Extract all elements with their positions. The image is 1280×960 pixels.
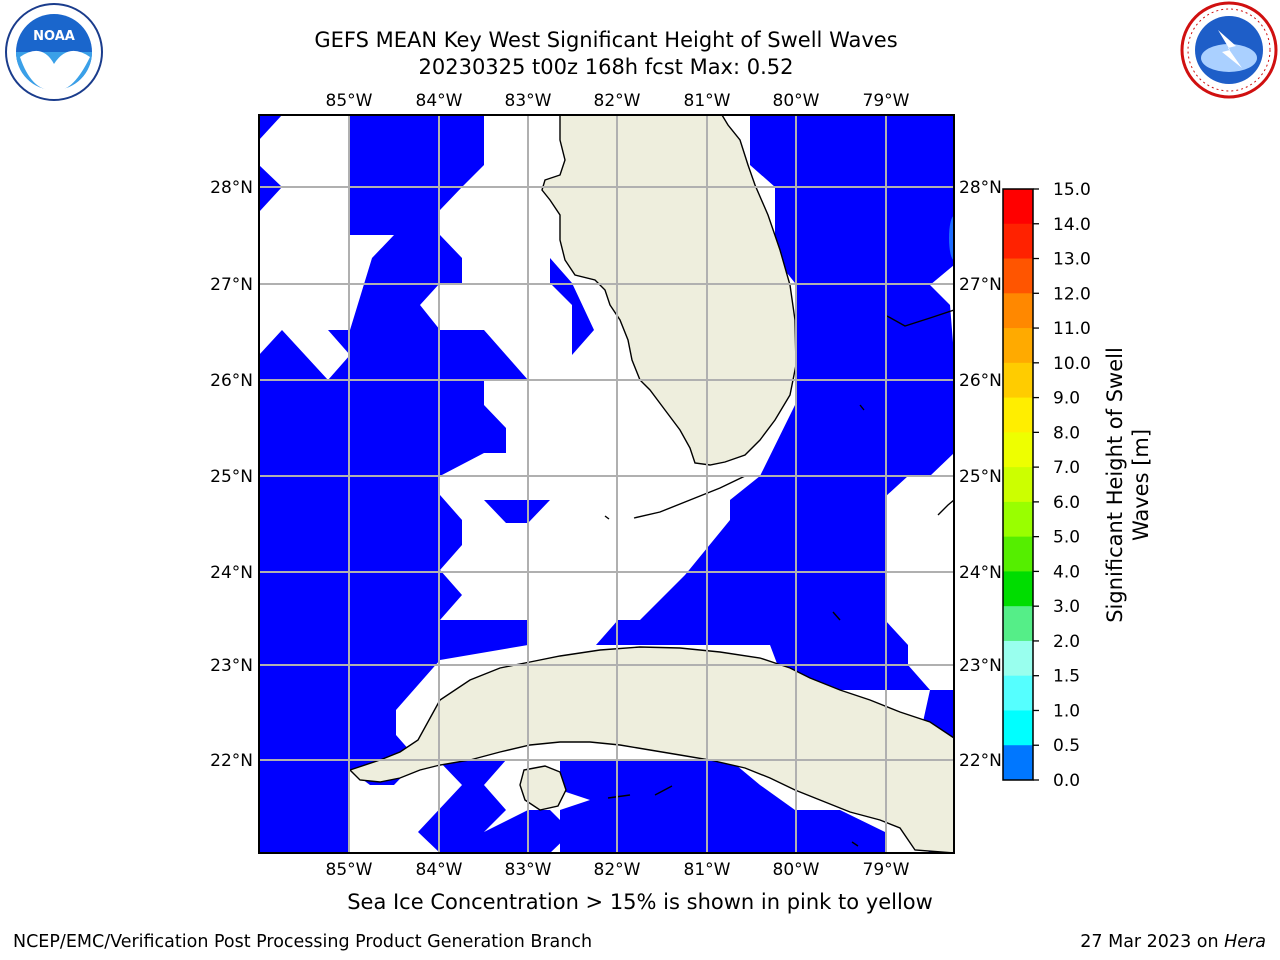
lat-label-left: 23°N [210,656,253,676]
colorbar-tick-label: 1.5 [1053,667,1080,687]
lat-label-right: 24°N [959,563,1002,583]
colorbar-segment [1003,362,1033,399]
lat-label-left: 24°N [210,563,253,583]
lon-label-bottom: 80°W [773,860,820,880]
date-stamp: 27 Mar 2023 on Hera [1080,932,1266,952]
lon-label-top: 79°W [863,91,910,111]
lon-label-top: 81°W [684,91,731,111]
colorbar-frame [1002,188,1034,781]
land-florida [541,115,797,466]
credit-text: NCEP/EMC/Verification Post Processing Pr… [13,932,593,952]
lon-label-bottom: 84°W [416,860,463,880]
colorbar-tick-label: 1.0 [1053,701,1080,721]
colorbar-segment [1003,397,1033,433]
lat-label-right: 25°N [959,467,1002,487]
colorbar-tick-label: 0.0 [1053,771,1080,791]
colorbar-tick-label: 4.0 [1053,562,1080,582]
map-grid [259,115,954,853]
keys [604,309,954,847]
colorbar-tick-label: 5.0 [1053,528,1080,548]
colorbar-segment [1003,675,1033,711]
land-cuba [348,646,954,853]
colorbar-segment [1003,710,1033,746]
lat-label-right: 22°N [959,751,1002,771]
lat-labels-right: 28°N 27°N 26°N 25°N 24°N 23°N 22°N [959,178,1002,771]
sea-ice-note: Sea Ice Concentration > 15% is shown in … [347,890,933,914]
lat-label-left: 26°N [210,371,253,391]
colorbar-segment [1003,606,1033,642]
colorbar-tick-label: 14.0 [1053,215,1091,235]
noaa-logo: NOAA [5,3,103,101]
colorbar-tick-label: 3.0 [1053,597,1080,617]
colorbar-label: Significant Height of Swell Waves [m] [1103,347,1153,623]
lon-labels-bottom: 85°W 84°W 83°W 82°W 81°W 80°W 79°W [326,860,910,880]
lat-label-left: 22°N [210,751,253,771]
colorbar-tick-label: 13.0 [1053,250,1091,270]
colorbar-segment [1003,467,1033,503]
lat-label-right: 27°N [959,275,1002,295]
colorbar-tick-label: 12.0 [1053,284,1091,304]
lon-label-top: 82°W [594,91,641,111]
lat-label-left: 27°N [210,275,253,295]
lat-labels-left: 28°N 27°N 26°N 25°N 24°N 23°N 22°N [210,178,253,771]
lon-label-top: 84°W [416,91,463,111]
lon-label-top: 83°W [505,91,552,111]
map-subtitle: 20230325 t00z 168h fcst Max: 0.52 [418,55,794,79]
colorbar-tick-label: 7.0 [1053,458,1080,478]
lat-label-left: 28°N [210,178,253,198]
colorbar-segment [1003,189,1033,225]
colorbar-tick-label: 9.0 [1053,389,1080,409]
date-text: 27 Mar 2023 on [1080,932,1225,952]
host-text: Hera [1224,932,1266,952]
colorbar-segment [1003,258,1033,294]
lat-label-right: 23°N [959,656,1002,676]
lat-label-right: 26°N [959,371,1002,391]
lon-label-bottom: 83°W [505,860,552,880]
nws-logo [1180,1,1278,99]
lon-label-top: 80°W [773,91,820,111]
colorbar-tick-label: 8.0 [1053,423,1080,443]
lon-label-bottom: 81°W [684,860,731,880]
lon-label-bottom: 79°W [863,860,910,880]
lat-label-left: 25°N [210,467,253,487]
lon-label-top: 85°W [326,91,373,111]
colorbar-tick-label: 2.0 [1053,632,1080,652]
colorbar-tick-label: 11.0 [1053,319,1091,339]
colorbar-segment [1003,640,1033,677]
lon-label-bottom: 85°W [326,860,373,880]
colorbar-segment [1003,745,1033,781]
colorbar-segment [1003,432,1033,468]
colorbar-tick-label: 10.0 [1053,354,1091,374]
lat-label-right: 28°N [959,178,1002,198]
colorbar-segment [1003,571,1033,607]
colorbar-tick-label: 0.5 [1053,736,1080,756]
lon-labels-top: 85°W 84°W 83°W 82°W 81°W 80°W 79°W [326,91,910,111]
colorbar-segment [1003,223,1033,260]
colorbar-tick-label: 15.0 [1053,180,1091,200]
colorbar: 15.0 14.0 13.0 12.0 11.0 10.0 9.0 8.0 7.0 6.0 5.0 4… [1002,180,1091,791]
colorbar-segment [1003,328,1033,364]
map-frame [258,114,955,854]
colorbar-segment [1003,293,1033,329]
map-title: GEFS MEAN Key West Significant Height of… [314,28,898,52]
svg-text:NOAA: NOAA [33,29,75,44]
lon-label-bottom: 82°W [594,860,641,880]
colorbar-tick-label: 6.0 [1053,493,1080,513]
colorbar-segment [1003,501,1033,538]
colorbar-segment [1003,536,1033,572]
